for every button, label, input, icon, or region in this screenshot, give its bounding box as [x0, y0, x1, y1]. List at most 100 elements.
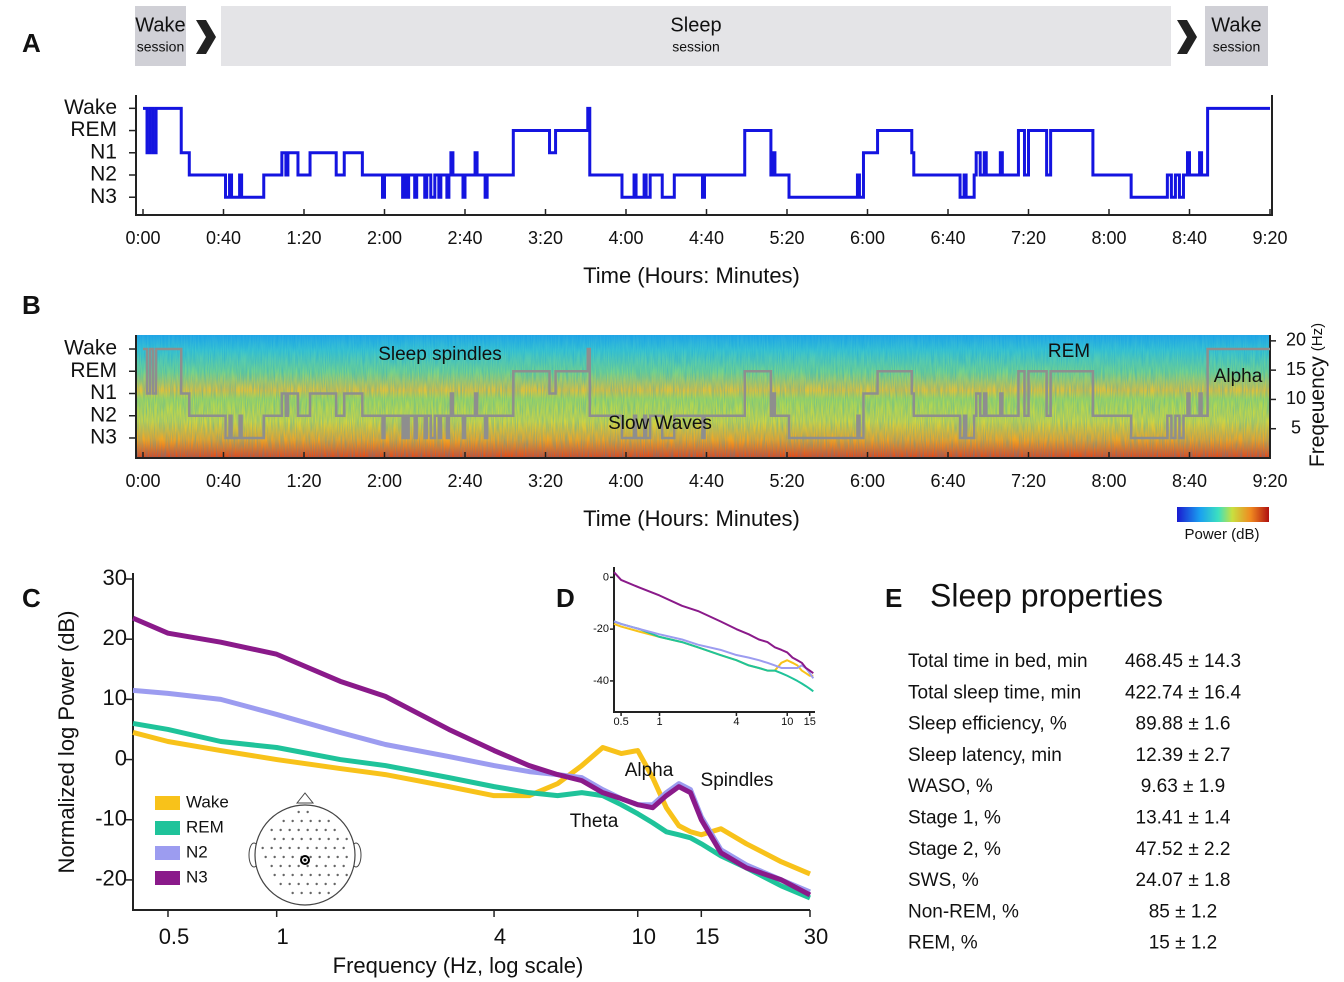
table-value: 12.39 ± 2.7: [1136, 745, 1231, 766]
series-line: [133, 723, 810, 898]
electrode: [291, 838, 293, 840]
electrode: [345, 874, 347, 876]
electrode: [270, 865, 272, 867]
y-tick-label: REM: [70, 359, 117, 382]
x-tick-label: 6:40: [930, 471, 965, 491]
table-label: REM, %: [908, 933, 978, 954]
x-tick-label: 2:00: [367, 228, 402, 248]
table-label: Sleep latency, min: [908, 745, 1062, 766]
electrode: [279, 865, 281, 867]
electrode: [336, 856, 338, 858]
electrode: [282, 856, 284, 858]
electrode: [333, 883, 335, 885]
series-line: [133, 732, 810, 873]
electrode: [324, 847, 326, 849]
electrode: [324, 865, 326, 867]
electrode: [318, 820, 320, 822]
panel-letter: E: [885, 583, 902, 613]
legend-label: Wake: [186, 792, 229, 811]
y-tick-label: REM: [70, 118, 117, 141]
electrode: [318, 838, 320, 840]
electrode: [309, 892, 311, 894]
table-value: 468.45 ± 14.3: [1125, 651, 1241, 672]
x-tick-label: 0:40: [206, 471, 241, 491]
y2-axis-label-unit: (Hz): [1309, 323, 1326, 351]
series-line: [133, 618, 810, 895]
spectrogram-texture: [136, 335, 1270, 458]
electrode: [279, 829, 281, 831]
table-label: SWS, %: [908, 870, 979, 891]
electrode: [345, 838, 347, 840]
electrode: [291, 874, 293, 876]
x-tick-label: 7:20: [1011, 471, 1046, 491]
panel-letter: C: [22, 583, 41, 613]
electrode: [306, 847, 308, 849]
x-tick-label: 7:20: [1011, 228, 1046, 248]
legend-swatch: [155, 796, 180, 810]
table-value: 15 ± 1.2: [1149, 933, 1218, 954]
electrode: [282, 874, 284, 876]
y-axis-label: Normalized log Power (dB): [54, 611, 79, 874]
electrode-selected-dot: [304, 859, 307, 862]
electrode: [315, 883, 317, 885]
x-tick-label: 1:20: [286, 471, 321, 491]
y-tick-label: N3: [90, 426, 117, 449]
x-tick-label: 4: [733, 716, 739, 728]
colorbar-label: Power (dB): [1184, 526, 1259, 543]
session-sublabel: session: [672, 39, 719, 55]
electrode: [300, 838, 302, 840]
figure: AWakesessionSleepsessionWakesession0:000…: [0, 0, 1344, 982]
table-value: 47.52 ± 2.2: [1136, 839, 1231, 860]
electrode: [297, 883, 299, 885]
table-label: Stage 1, %: [908, 808, 1001, 829]
x-tick-label: 4:40: [689, 228, 724, 248]
electrode: [309, 838, 311, 840]
x-tick-label: 6:00: [850, 228, 885, 248]
electrode: [333, 829, 335, 831]
legend-label: REM: [186, 817, 224, 836]
session-label: Wake: [1211, 14, 1261, 36]
x-tick-label: 6:40: [930, 228, 965, 248]
electrode: [327, 820, 329, 822]
table-label: Sleep efficiency, %: [908, 714, 1067, 735]
electrode: [297, 847, 299, 849]
annotation: Slow Waves: [608, 413, 712, 434]
panel-letter: B: [22, 290, 41, 320]
x-tick-label: 8:40: [1172, 471, 1207, 491]
y-tick-label: N2: [90, 163, 117, 186]
x-tick-label: 2:40: [447, 228, 482, 248]
electrode: [333, 865, 335, 867]
session-sublabel: session: [137, 39, 184, 55]
annotation: REM: [1048, 341, 1090, 362]
y-tick-label: 0: [603, 571, 609, 583]
session-arrow: [196, 20, 216, 54]
electrode: [264, 856, 266, 858]
electrode: [291, 820, 293, 822]
electrode: [336, 874, 338, 876]
x-tick-label: 0:00: [125, 471, 160, 491]
electrode: [324, 883, 326, 885]
x-tick-label: 30: [804, 924, 828, 949]
electrode: [306, 829, 308, 831]
electrode: [261, 847, 263, 849]
x-tick-label: 0:00: [125, 228, 160, 248]
page: {"chart_data": [ {"type": "step", "panel…: [0, 0, 1344, 982]
electrode: [324, 829, 326, 831]
electrode: [345, 856, 347, 858]
x-axis-label: Time (Hours: Minutes): [583, 263, 800, 288]
y2-tick-label: 20: [1286, 330, 1306, 350]
x-tick-label: 0:40: [206, 228, 241, 248]
y-tick-label: -20: [593, 623, 609, 635]
x-tick-label: 9:20: [1252, 228, 1287, 248]
legend-swatch: [155, 871, 180, 885]
y-tick-label: N1: [90, 381, 117, 404]
panel-letter: D: [556, 583, 575, 613]
electrode: [270, 829, 272, 831]
electrode: [309, 856, 311, 858]
table-value: 422.74 ± 16.4: [1125, 682, 1242, 703]
electrode: [309, 874, 311, 876]
electrode: [288, 883, 290, 885]
y-tick-label: 0: [115, 745, 127, 770]
session-sublabel: session: [1213, 39, 1260, 55]
x-tick-label: 1: [656, 716, 662, 728]
